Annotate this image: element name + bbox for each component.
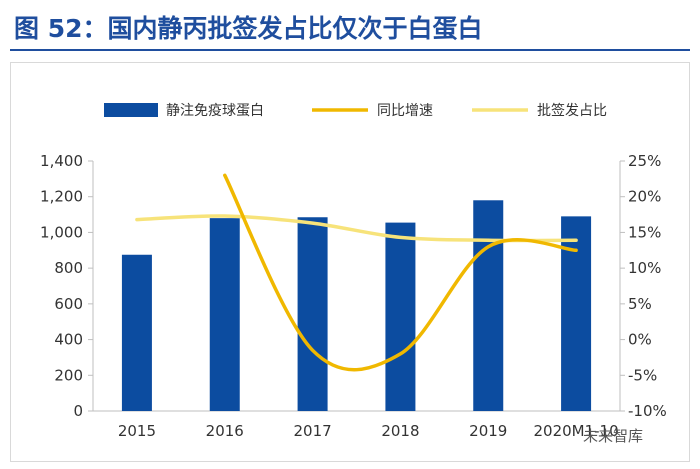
y-left-tick-label: 1,000 <box>40 223 83 241</box>
bar-2020M1-10 <box>561 216 592 411</box>
y-left-tick-label: 1,400 <box>40 152 83 170</box>
y-left-tick-label: 600 <box>54 295 83 313</box>
legend-label-growth: 同比增速 <box>377 103 433 119</box>
bar-2015 <box>121 254 152 411</box>
title-underline <box>10 49 690 51</box>
y-right-tick-label: 10% <box>628 259 661 277</box>
y-left-tick-label: 800 <box>54 259 83 277</box>
figure-title-bar: 图 52：国内静丙批签发占比仅次于白蛋白 <box>0 0 700 52</box>
y-right-tick-label: 25% <box>628 152 661 170</box>
y-left-tick-label: 1,200 <box>40 188 83 206</box>
bar-2016 <box>209 218 240 411</box>
x-tick-label: 2018 <box>381 422 419 440</box>
y-right-tick-label: 15% <box>628 223 661 241</box>
y-left-tick-label: 400 <box>54 331 83 349</box>
x-tick-label: 2015 <box>118 422 156 440</box>
x-tick-label: 2016 <box>206 422 244 440</box>
bar-2018 <box>385 222 416 411</box>
y-right-tick-label: -5% <box>628 366 657 384</box>
y-right-tick-label: 5% <box>628 295 652 313</box>
legend-swatch-bar <box>104 103 158 117</box>
x-tick-label: 2020M1-10 <box>533 422 618 440</box>
y-right-tick-label: 0% <box>628 331 652 349</box>
y-right-tick-label: -10% <box>628 402 667 420</box>
y-right-tick-label: 20% <box>628 188 661 206</box>
y-left-tick-label: 200 <box>54 366 83 384</box>
x-tick-label: 2019 <box>469 422 507 440</box>
line-growth <box>223 173 578 372</box>
bar-2019 <box>473 200 504 411</box>
legend-label-share: 批签发占比 <box>537 102 607 119</box>
x-tick-label: 2017 <box>293 422 331 440</box>
y-left-tick-label: 0 <box>73 402 83 420</box>
line-share <box>135 214 578 243</box>
figure-title: 图 52：国内静丙批签发占比仅次于白蛋白 <box>14 14 483 43</box>
watermark: 未来智库 <box>583 427 644 445</box>
legend-label-bar: 静注免疫球蛋白 <box>166 103 264 119</box>
bar-2017 <box>297 217 328 411</box>
